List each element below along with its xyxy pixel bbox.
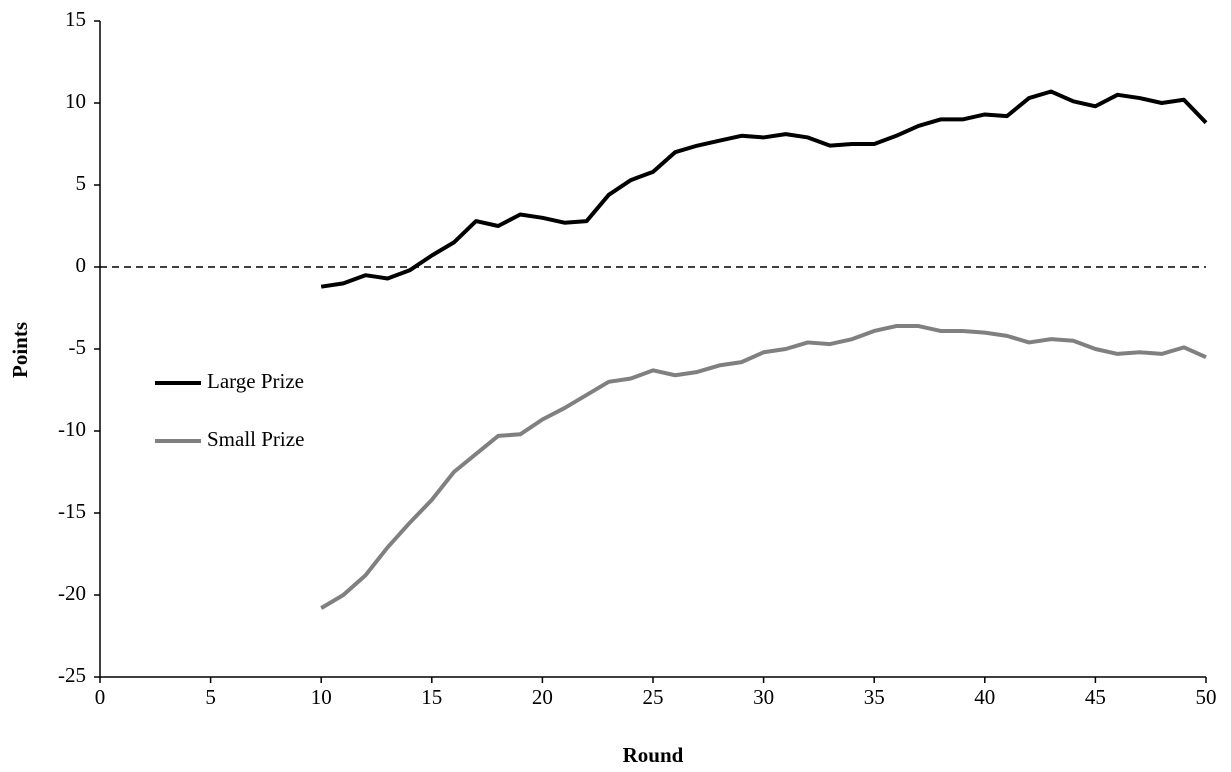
y-tick-label: -5 xyxy=(69,335,87,359)
x-tick-label: 45 xyxy=(1085,685,1106,709)
x-tick-label: 35 xyxy=(864,685,885,709)
x-axis-label: Round xyxy=(623,743,684,767)
data-line xyxy=(320,89,1208,289)
y-axis-label: Points xyxy=(8,322,32,378)
x-tick-label: 50 xyxy=(1196,685,1217,709)
y-tick-label: -10 xyxy=(58,417,86,441)
x-tick-label: 20 xyxy=(532,685,553,709)
y-tick-label: 10 xyxy=(65,89,86,113)
legend-label: Small Prize xyxy=(207,427,304,451)
y-tick-label: -25 xyxy=(58,663,86,687)
x-tick-label: 10 xyxy=(311,685,332,709)
data-line xyxy=(320,324,1207,610)
y-tick-label: 0 xyxy=(76,253,87,277)
x-tick-label: 30 xyxy=(753,685,774,709)
x-tick-label: 5 xyxy=(205,685,216,709)
y-tick-label: 5 xyxy=(76,171,87,195)
y-tick-label: 15 xyxy=(65,7,86,31)
x-tick-label: 15 xyxy=(421,685,442,709)
legend-label: Large Prize xyxy=(207,369,304,393)
x-tick-label: 25 xyxy=(643,685,664,709)
x-tick-label: 40 xyxy=(974,685,995,709)
y-tick-label: -15 xyxy=(58,499,86,523)
y-tick-label: -20 xyxy=(58,581,86,605)
x-tick-label: 0 xyxy=(95,685,106,709)
